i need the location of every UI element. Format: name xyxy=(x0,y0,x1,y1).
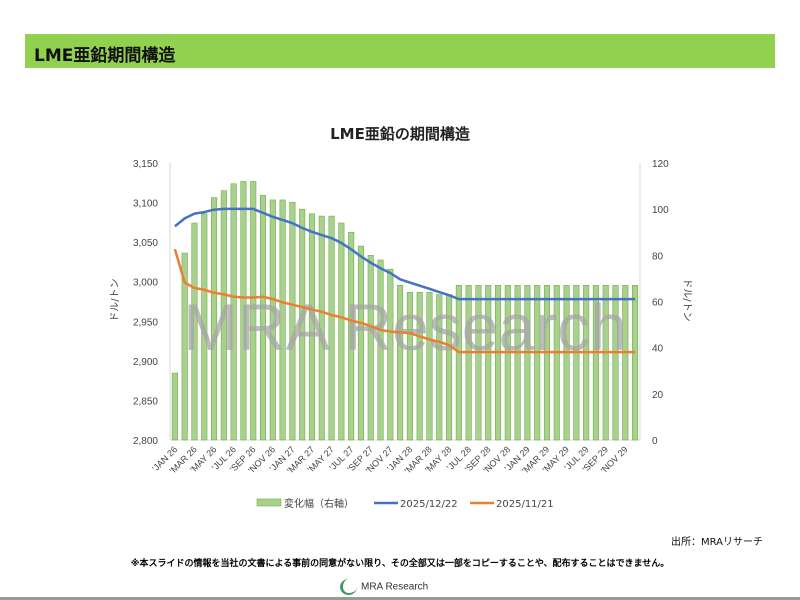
bar-change xyxy=(622,285,629,441)
bar-change xyxy=(377,259,384,441)
bar-change xyxy=(563,285,570,441)
bar-change xyxy=(318,215,325,441)
legend-label: 2025/11/21 xyxy=(496,499,554,510)
bar-change xyxy=(504,285,511,441)
bar-change xyxy=(201,213,208,441)
bar-change xyxy=(259,195,267,441)
bar-change xyxy=(602,285,609,441)
y-right-tick-label: 80 xyxy=(652,251,664,262)
logo-text: MRA Research xyxy=(361,581,429,593)
y-left-tick-label: 3,100 xyxy=(133,199,158,210)
bar-change xyxy=(308,213,316,441)
bar-change xyxy=(250,181,257,441)
header-bar: LME亜鉛期間構造 xyxy=(25,34,775,68)
bar-change xyxy=(455,285,462,441)
bar-change xyxy=(475,285,482,441)
y-right-tick-label: 0 xyxy=(652,436,658,447)
bar-change xyxy=(485,285,492,441)
bar-change xyxy=(211,197,218,441)
y-left-tick-label: 2,900 xyxy=(133,357,158,368)
bar-change xyxy=(230,183,237,441)
bar-change xyxy=(543,285,551,441)
y-left-tick-label: 3,000 xyxy=(133,278,158,289)
bar-change xyxy=(289,201,296,441)
y-left-axis-title: ドル/トン xyxy=(110,278,121,321)
bar-change xyxy=(279,199,286,441)
bar-change xyxy=(348,231,355,441)
y-left-tick-label: 3,050 xyxy=(133,238,158,249)
bar-change xyxy=(269,199,276,441)
y-left-tick-label: 3,150 xyxy=(133,159,158,170)
y-left-tick-label: 2,800 xyxy=(133,436,158,447)
legend-label: 2025/12/22 xyxy=(400,499,458,510)
bar-change xyxy=(357,245,364,441)
bar-change xyxy=(240,181,247,441)
bar-change xyxy=(494,285,502,441)
bar-change xyxy=(416,291,423,441)
y-right-tick-label: 100 xyxy=(652,205,669,216)
bar-change xyxy=(553,285,560,441)
legend-bar-swatch xyxy=(256,498,282,507)
bar-change xyxy=(397,285,404,441)
bar-change xyxy=(592,285,599,441)
y-right-axis-title: ドル/トン xyxy=(681,278,692,321)
chart-title: LME亜鉛の期間構造 xyxy=(330,125,470,143)
bar-change xyxy=(191,222,198,441)
y-right-tick-label: 60 xyxy=(652,298,664,309)
bar-change xyxy=(328,215,335,441)
line-2025-12-22 xyxy=(174,207,636,301)
disclaimer: ※本スライドの情報を当社の文書による事前の同意がない限り、その全部又は一部をコピ… xyxy=(130,559,670,569)
bar-change xyxy=(583,285,590,441)
y-right-tick-label: 40 xyxy=(652,344,664,355)
logo-icon xyxy=(340,579,357,595)
bar-change xyxy=(367,255,374,441)
bar-change xyxy=(299,208,306,441)
bar-change xyxy=(524,285,531,441)
bar-change xyxy=(534,285,541,441)
bar-change xyxy=(465,285,472,441)
logo: MRA Research xyxy=(340,579,428,595)
bar-change xyxy=(426,291,433,441)
bar-change xyxy=(632,285,639,441)
bar-change xyxy=(406,291,413,441)
legend-label: 変化幅（右軸） xyxy=(284,497,354,510)
source-note: 出所：MRAリサーチ xyxy=(670,537,763,548)
bar-change xyxy=(171,372,178,441)
bar-change xyxy=(338,222,345,441)
bar-change xyxy=(514,285,521,441)
y-left-tick-label: 2,850 xyxy=(133,396,158,407)
bar-change xyxy=(387,268,394,441)
bar-change xyxy=(181,252,188,441)
bar-change xyxy=(220,190,227,441)
y-right-tick-label: 20 xyxy=(652,390,664,401)
bar-change xyxy=(612,285,619,441)
bar-change xyxy=(436,294,443,441)
y-right-tick-label: 120 xyxy=(652,159,669,170)
y-left-tick-label: 2,950 xyxy=(133,317,158,328)
bottom-border xyxy=(0,597,800,600)
page-title: LME亜鉛期間構造 xyxy=(34,46,176,66)
bar-change xyxy=(573,285,580,441)
line-2025-11-21 xyxy=(173,248,636,354)
